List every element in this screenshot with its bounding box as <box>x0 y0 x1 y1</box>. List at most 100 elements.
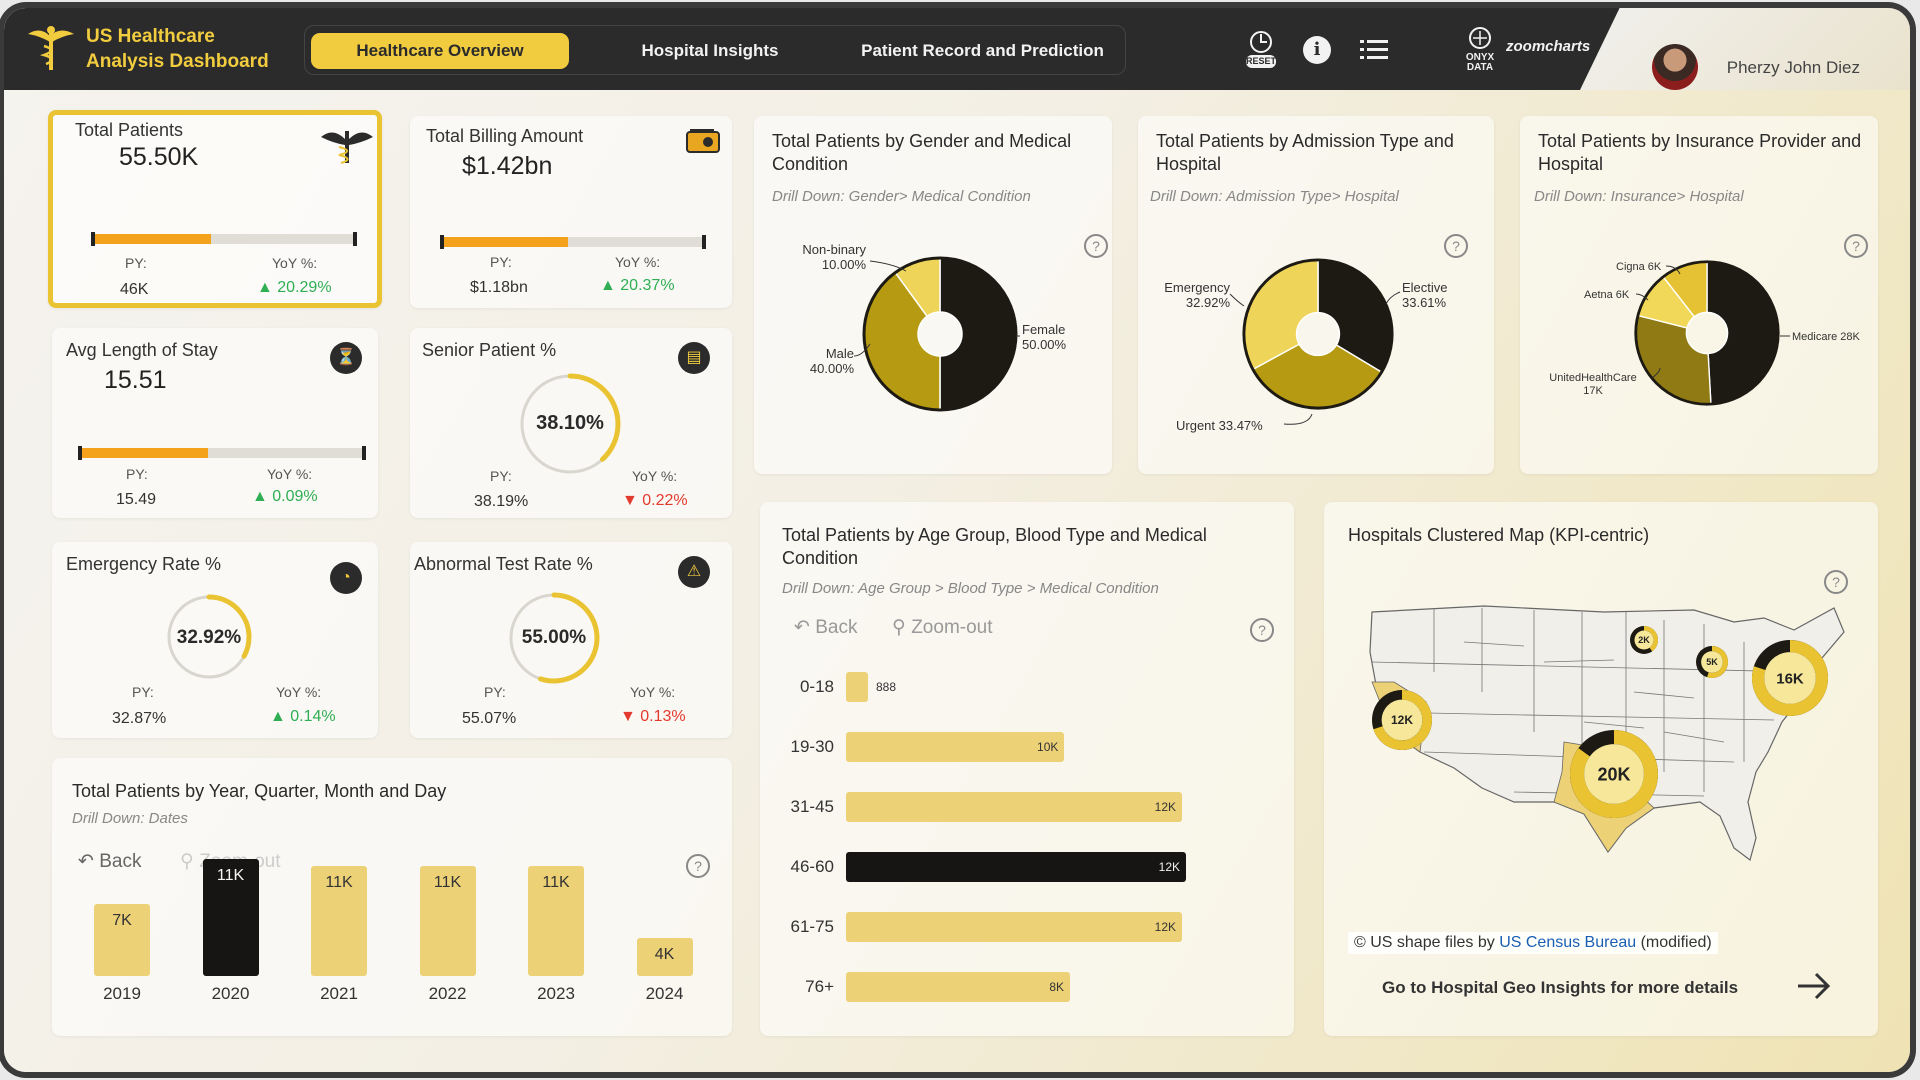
census-bureau-link[interactable]: US Census Bureau <box>1499 934 1637 951</box>
map-cluster-marker[interactable]: 12K <box>1368 686 1436 754</box>
cluster-label: 16K <box>1776 670 1804 687</box>
avatar[interactable] <box>1652 44 1698 90</box>
year-bar[interactable]: 4K <box>636 938 693 976</box>
age-bar[interactable]: 10K <box>846 732 1065 762</box>
year-label: 2021 <box>320 984 358 1003</box>
year-label: 2019 <box>103 984 141 1003</box>
donut-rim <box>1242 258 1394 410</box>
map-cluster-marker[interactable]: 2K <box>1626 622 1662 658</box>
yoy-value: ▼ 0.22% <box>622 492 688 509</box>
app-title: US Healthcare Analysis Dashboard <box>86 24 269 74</box>
tab-hospital-insights[interactable]: Hospital Insights <box>641 41 779 60</box>
back-button[interactable]: ↶ Back <box>78 850 141 873</box>
py-value: 55.07% <box>462 710 517 727</box>
age-label: 0-18 <box>799 677 834 696</box>
help-icon[interactable]: ? <box>1844 234 1868 258</box>
help-icon[interactable]: ? <box>1084 234 1108 258</box>
year-bar[interactable]: 11K <box>419 866 476 976</box>
info-icon[interactable]: i <box>1303 36 1331 64</box>
age-bar-value: 8K <box>1049 980 1064 994</box>
magnifier-icon: ⚲ <box>180 851 200 872</box>
admission-leader-lines <box>1229 291 1401 425</box>
py-value: 15.49 <box>116 491 157 508</box>
py-label: PY: <box>490 468 512 484</box>
yoy-value: ▲ 0.14% <box>270 708 336 725</box>
emergency-ring-arc <box>166 594 252 680</box>
gender-leader-lines <box>853 260 1020 357</box>
age-group-chart-card[interactable]: Total Patients by Age Group, Blood Type … <box>760 502 1294 1036</box>
kpi-value: 55.50K <box>119 143 199 171</box>
year-bar[interactable]: 11K <box>202 859 259 976</box>
year-bar[interactable]: 11K <box>311 866 367 976</box>
year-bar[interactable]: 11K <box>528 866 584 976</box>
back-button[interactable]: ↶ Back <box>794 616 857 639</box>
drill-down-label: Drill Down: Age Group > Blood Type > Med… <box>782 580 1159 597</box>
insurance-donut[interactable] <box>1632 258 1782 408</box>
year-bar[interactable]: 7K <box>94 904 150 976</box>
arrow-right-icon[interactable] <box>1794 966 1834 1006</box>
cluster-core <box>1764 652 1816 704</box>
kpi-value: 32.92% <box>176 627 242 648</box>
document-icon: ▤ <box>678 342 710 374</box>
age-bar[interactable]: 12K <box>846 792 1182 822</box>
cluster-core <box>1701 651 1723 673</box>
admission-chart-card[interactable]: Total Patients by Admission Type and Hos… <box>1138 116 1494 474</box>
zoom-out-label: Zoom-out <box>911 617 993 638</box>
tab-patient-record[interactable]: Patient Record and Prediction <box>861 41 1104 60</box>
age-label: 19-30 <box>790 737 834 756</box>
kpi-emergency-rate[interactable]: Emergency Rate % ◔ 32.92% PY: 32.87% YoY… <box>52 542 378 738</box>
reset-button[interactable]: RESET <box>1240 28 1282 70</box>
map-cluster-marker[interactable]: 16K <box>1748 636 1832 720</box>
kpi-abnormal-test-rate[interactable]: Abnormal Test Rate % ⚠ 55.00% PY: 55.07%… <box>410 542 732 738</box>
hospital-map-card[interactable]: Hospitals Clustered Map (KPI-centric) ? … <box>1324 502 1878 1036</box>
kpi-progress-end <box>353 232 357 246</box>
kpi-progress-fill <box>93 234 211 244</box>
insurance-chart-card[interactable]: Total Patients by Insurance Provider and… <box>1520 116 1878 474</box>
female-name: Female <box>1022 322 1066 337</box>
menu-list-icon[interactable] <box>1360 38 1388 62</box>
yoy-value: ▲ 20.37% <box>600 277 675 294</box>
kpi-progress-start <box>78 446 82 460</box>
kpi-title: Total Billing Amount <box>426 126 584 146</box>
uhc-label: UnitedHealthCare 17K <box>1534 372 1652 398</box>
uhc-name: UnitedHealthCare <box>1549 372 1637 384</box>
kpi-value: $1.42bn <box>462 152 553 180</box>
help-icon[interactable]: ? <box>686 854 710 878</box>
onyx-data-label: ONYX DATA <box>1465 52 1495 73</box>
emergency-value: 32.92% <box>1185 295 1230 310</box>
kpi-progress-end <box>362 446 366 460</box>
cluster-label: 5K <box>1706 657 1718 667</box>
help-icon[interactable]: ? <box>1250 618 1274 642</box>
drill-down-label: Drill Down: Dates <box>72 810 188 827</box>
male-label: Male 40.00% <box>778 346 854 376</box>
year-chart-card[interactable]: Total Patients by Year, Quarter, Month a… <box>52 758 732 1036</box>
map-cluster-marker[interactable]: 5K <box>1692 642 1732 682</box>
help-icon[interactable]: ? <box>1824 570 1848 594</box>
tab-healthcare-overview[interactable]: Healthcare Overview <box>311 33 569 69</box>
kpi-senior-patient[interactable]: Senior Patient % ▤ 38.10% PY: 38.19% YoY… <box>410 328 732 518</box>
kpi-avg-length-of-stay[interactable]: Avg Length of Stay 15.51 ⏳ PY: 15.49 YoY… <box>52 328 378 518</box>
chart-title: Hospitals Clustered Map (KPI-centric) <box>1348 525 1650 545</box>
elective-name: Elective <box>1402 280 1448 295</box>
abnormal-ring-arc <box>508 592 600 684</box>
hospital-geo-link[interactable]: Go to Hospital Geo Insights for more det… <box>1382 978 1739 997</box>
kpi-total-billing[interactable]: Total Billing Amount $1.42bn PY: $1.18bn… <box>410 116 732 308</box>
zoom-out-button[interactable]: ⚲ Zoom-out <box>892 616 993 639</box>
age-bar[interactable]: 12K <box>846 852 1186 882</box>
age-bar[interactable]: 888 <box>846 672 896 702</box>
kpi-total-patients[interactable]: Total Patients 55.50K PY: 46K YoY %: ▲ 2… <box>48 110 382 308</box>
age-bar[interactable]: 8K <box>846 972 1070 1002</box>
age-bar[interactable]: 12K <box>846 912 1182 942</box>
gender-chart-card[interactable]: Total Patients by Gender and Medical Con… <box>754 116 1112 474</box>
py-label: PY: <box>125 255 147 271</box>
year-bar-value: 4K <box>654 946 675 963</box>
admission-donut[interactable] <box>1240 256 1396 412</box>
help-icon[interactable]: ? <box>1444 234 1468 258</box>
user-name: Pherzy John Diez <box>1726 58 1860 77</box>
top-bar: US Healthcare Analysis Dashboard Healthc… <box>4 8 1910 90</box>
map-cluster-marker[interactable]: 20K <box>1566 726 1662 822</box>
magnifier-icon: ⚲ <box>892 617 912 638</box>
age-bar-value: 12K <box>1154 800 1176 814</box>
gender-donut[interactable] <box>860 254 1020 414</box>
senior-ring-gauge <box>519 373 621 475</box>
